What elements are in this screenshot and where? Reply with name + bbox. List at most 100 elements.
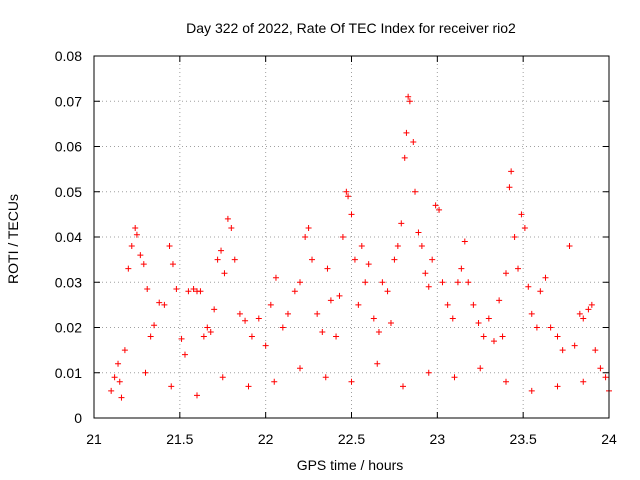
data-point [327, 297, 334, 304]
data-point [465, 279, 472, 286]
data-point [132, 224, 139, 231]
data-point [418, 243, 425, 250]
data-point [271, 378, 278, 385]
data-point [343, 188, 350, 195]
data-point [387, 319, 394, 326]
data-point [284, 310, 291, 317]
data-point [370, 315, 377, 322]
data-point [432, 202, 439, 209]
data-point [525, 283, 532, 290]
y-tick-label: 0.03 [55, 274, 82, 290]
data-point [511, 234, 518, 240]
grid [94, 56, 609, 418]
data-point [403, 129, 410, 136]
data-point [272, 274, 279, 281]
data-point [309, 256, 316, 263]
data-point [506, 184, 513, 191]
data-point [147, 333, 154, 340]
data-point [406, 98, 413, 105]
data-point [242, 317, 249, 324]
data-point [597, 365, 604, 372]
data-point [401, 154, 408, 161]
data-point [490, 338, 497, 345]
data-point [351, 256, 358, 263]
data-point [425, 283, 432, 290]
data-point [140, 261, 147, 268]
data-point [333, 333, 340, 340]
data-point [197, 288, 204, 295]
x-axis-label: GPS time / hours [297, 457, 404, 473]
data-point [348, 378, 355, 385]
data-point [425, 369, 432, 376]
x-tick-label: 21 [86, 431, 102, 447]
data-point [339, 234, 346, 240]
data-point [358, 243, 365, 250]
data-point [580, 315, 587, 322]
data-point [314, 310, 321, 317]
y-tick-label: 0.07 [55, 93, 82, 109]
data-point [547, 324, 554, 331]
data-point [204, 324, 211, 331]
data-point [412, 188, 419, 195]
data-point [224, 215, 231, 222]
data-point [319, 329, 326, 336]
data-point [133, 231, 140, 238]
data-point [451, 374, 458, 381]
data-point [169, 261, 176, 268]
data-point [336, 292, 343, 299]
data-point [248, 333, 255, 340]
y-tick-label: 0.06 [55, 139, 82, 155]
data-point [121, 347, 128, 354]
data-point [503, 270, 509, 277]
data-point [116, 378, 123, 385]
x-tick-label: 22 [258, 431, 274, 447]
data-point [305, 224, 312, 231]
data-point [345, 193, 352, 200]
data-point [348, 211, 355, 218]
data-point [410, 138, 417, 145]
data-point [137, 252, 144, 259]
data-point [405, 93, 412, 100]
data-point [111, 374, 118, 381]
data-point [485, 315, 492, 322]
data-point [231, 256, 238, 263]
data-point [415, 229, 422, 236]
data-point [391, 256, 398, 263]
data-point [585, 306, 592, 313]
data-point [324, 265, 331, 272]
data-point [144, 286, 151, 293]
data-point [255, 315, 262, 322]
x-tick-label: 24 [601, 431, 617, 447]
data-point [528, 310, 535, 317]
data-point [571, 342, 578, 349]
data-point [166, 243, 173, 250]
data-point [461, 238, 468, 245]
data-point [200, 333, 207, 340]
data-point [168, 383, 175, 390]
data-point [422, 270, 429, 277]
data-point [515, 265, 522, 272]
data-point [566, 243, 573, 250]
data-point [542, 274, 549, 281]
data-point [322, 374, 329, 381]
data-point [439, 279, 446, 286]
data-point [518, 211, 525, 218]
data-point [218, 247, 225, 254]
y-tick-label: 0.05 [55, 184, 82, 200]
data-point [128, 243, 135, 250]
data-point [554, 383, 561, 390]
data-point [355, 301, 362, 308]
data-point [554, 333, 561, 340]
data-point [458, 265, 465, 272]
data-point [528, 387, 535, 394]
data-point [480, 333, 487, 340]
data-point [228, 224, 235, 231]
data-point [379, 279, 386, 286]
data-point [576, 310, 583, 317]
data-point [499, 333, 506, 340]
data-point [207, 329, 214, 336]
data-point [236, 310, 243, 317]
axis-ticks: 21 21.5 22 22.5 23 23.5 24 0 0.01 0.02 0.03 0.04 0.0… [55, 48, 617, 447]
data-point [181, 351, 188, 358]
